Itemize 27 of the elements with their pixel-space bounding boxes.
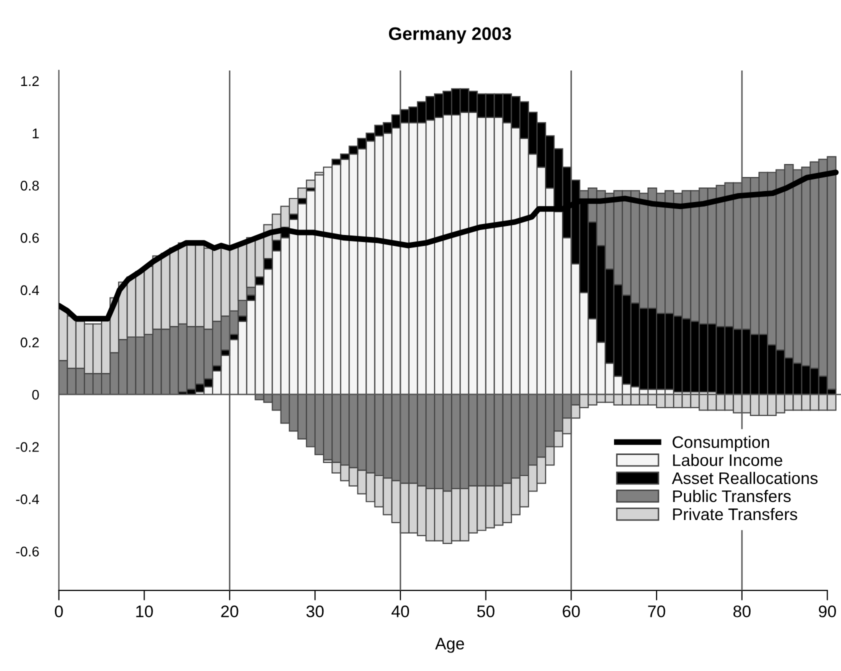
legend-label: Asset Reallocations [672,472,818,484]
x-tick-label: 0 [54,606,63,618]
y-tick-label: -0.2 [16,442,39,452]
x-tick-label: 90 [818,606,836,618]
x-tick-label: 50 [477,606,494,618]
x-tick-label: 70 [648,606,666,618]
y-tick-label: -0.6 [16,546,39,556]
legend-label: Private Transfers [673,508,798,520]
y-tick-label: 1 [32,128,39,138]
x-tick-label: 40 [392,606,410,618]
y-tick-label: 0 [32,390,39,400]
chart-title: Germany 2003 [388,27,512,44]
y-tick-label: -0.4 [16,494,40,504]
y-tick-label: 0.4 [20,285,40,296]
x-axis-title: Age [435,638,464,653]
y-tick-label: 1.2 [21,76,39,86]
y-tick-label: 0.6 [20,233,39,243]
x-tick-label: 20 [221,606,238,618]
x-tick-label: 30 [306,606,324,618]
legend-label: Consumption [672,436,769,452]
x-tick-label: 80 [733,606,751,618]
legend-label: Labour Income [673,454,782,466]
legend-label: Public Transfers [673,490,791,502]
x-tick-label: 10 [136,606,153,618]
y-tick-label: 0.8 [20,180,39,191]
x-tick-label: 60 [562,606,580,618]
y-tick-label: 0.2 [20,338,39,348]
